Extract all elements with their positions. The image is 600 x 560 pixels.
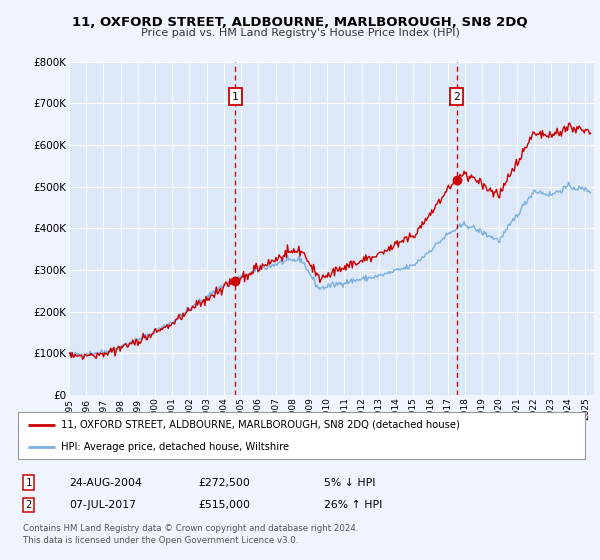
- Text: This data is licensed under the Open Government Licence v3.0.: This data is licensed under the Open Gov…: [23, 536, 298, 545]
- Text: HPI: Average price, detached house, Wiltshire: HPI: Average price, detached house, Wilt…: [61, 442, 289, 452]
- Text: 2: 2: [453, 92, 460, 101]
- Text: 07-JUL-2017: 07-JUL-2017: [69, 500, 136, 510]
- Text: Price paid vs. HM Land Registry's House Price Index (HPI): Price paid vs. HM Land Registry's House …: [140, 28, 460, 38]
- Text: 24-AUG-2004: 24-AUG-2004: [69, 478, 142, 488]
- Text: 2: 2: [26, 500, 32, 510]
- Text: 26% ↑ HPI: 26% ↑ HPI: [324, 500, 382, 510]
- Text: £515,000: £515,000: [198, 500, 250, 510]
- Text: 11, OXFORD STREET, ALDBOURNE, MARLBOROUGH, SN8 2DQ (detached house): 11, OXFORD STREET, ALDBOURNE, MARLBOROUG…: [61, 420, 460, 430]
- Text: 1: 1: [232, 92, 238, 101]
- Text: £272,500: £272,500: [198, 478, 250, 488]
- Text: Contains HM Land Registry data © Crown copyright and database right 2024.: Contains HM Land Registry data © Crown c…: [23, 524, 358, 533]
- Text: 5% ↓ HPI: 5% ↓ HPI: [324, 478, 376, 488]
- Text: 1: 1: [26, 478, 32, 488]
- Text: 11, OXFORD STREET, ALDBOURNE, MARLBOROUGH, SN8 2DQ: 11, OXFORD STREET, ALDBOURNE, MARLBOROUG…: [72, 16, 528, 29]
